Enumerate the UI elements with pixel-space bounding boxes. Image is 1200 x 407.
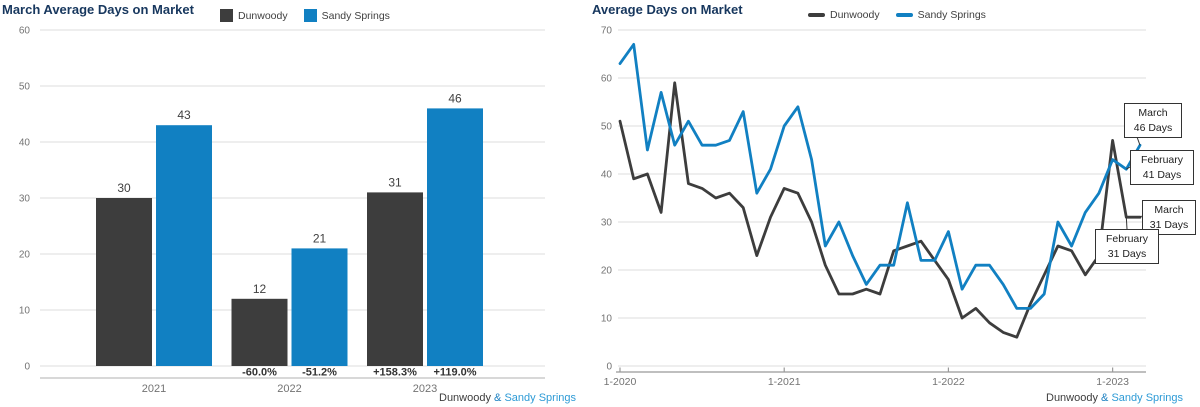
- legend-label-sandy-springs: Sandy Springs: [917, 9, 986, 21]
- svg-text:+119.0%: +119.0%: [433, 367, 476, 379]
- svg-text:30: 30: [117, 181, 131, 195]
- svg-text:-60.0%: -60.0%: [242, 367, 277, 379]
- svg-text:46: 46: [448, 91, 462, 105]
- bar-chart-title: March Average Days on Market: [2, 2, 194, 17]
- svg-text:60: 60: [601, 74, 613, 85]
- svg-text:2023: 2023: [413, 383, 437, 395]
- svg-text:70: 70: [601, 26, 613, 37]
- svg-text:-51.2%: -51.2%: [302, 367, 337, 379]
- svg-text:60: 60: [19, 26, 31, 37]
- legend-label-dunwoody: Dunwoody: [238, 9, 288, 22]
- svg-text:0: 0: [24, 362, 30, 373]
- chart-annotation: March 46 Days: [1124, 103, 1182, 139]
- sandy-springs-swatch-icon: [303, 9, 317, 22]
- svg-text:10: 10: [19, 306, 31, 317]
- svg-text:2022: 2022: [277, 383, 301, 395]
- footer-ampersand: &: [1101, 392, 1109, 404]
- svg-text:12: 12: [253, 282, 267, 296]
- footer-dunwoody: Dunwoody: [1046, 392, 1098, 404]
- svg-text:50: 50: [19, 82, 31, 93]
- footer-sandy-springs: Sandy Springs: [1111, 392, 1183, 404]
- dunwoody-line-swatch-icon: [808, 13, 825, 17]
- line-chart-footer: Dunwoody & Sandy Springs: [1046, 392, 1183, 404]
- bar-chart-plot: 0 10 20 30 40 50 60 2021 30 43 2022 12 -60.0% 21 -51.2…: [19, 26, 545, 395]
- svg-text:+158.3%: +158.3%: [373, 367, 417, 379]
- legend-label-sandy-springs: Sandy Springs: [321, 9, 390, 22]
- line-chart-plot: 0 10 20 30 40 50 60 70 1-2020 1-2021 1-2022 1-2023: [601, 26, 1146, 388]
- svg-text:0: 0: [606, 362, 612, 373]
- svg-text:20: 20: [19, 250, 31, 261]
- svg-text:1-2023: 1-2023: [1096, 376, 1129, 388]
- svg-text:40: 40: [19, 138, 31, 149]
- line-chart-panel: Average Days on Market Dunwoody Sandy Sp…: [590, 0, 1200, 407]
- svg-text:1-2022: 1-2022: [932, 376, 965, 388]
- svg-text:30: 30: [601, 218, 613, 229]
- line-chart-legend: Dunwoody Sandy Springs: [808, 9, 986, 21]
- legend-item-dunwoody: Dunwoody: [808, 9, 880, 21]
- bar-chart-footer: Dunwoody & Sandy Springs: [439, 392, 576, 404]
- svg-text:40: 40: [601, 170, 613, 181]
- chart-annotation: February 41 Days: [1130, 150, 1194, 186]
- footer-sandy-springs: Sandy Springs: [504, 392, 576, 404]
- line-chart-title: Average Days on Market: [592, 2, 743, 17]
- legend-item-sandy-springs: Sandy Springs: [895, 9, 986, 21]
- legend-item-sandy-springs: Sandy Springs: [303, 9, 390, 22]
- bar-chart-legend: Dunwoody Sandy Springs: [220, 9, 390, 22]
- svg-text:50: 50: [601, 122, 613, 133]
- footer-dunwoody: Dunwoody: [439, 392, 491, 404]
- svg-text:21: 21: [313, 231, 327, 245]
- bar-chart-panel: March Average Days on Market Dunwoody Sa…: [0, 0, 590, 407]
- svg-text:20: 20: [601, 266, 613, 277]
- chart-annotation: February 31 Days: [1095, 229, 1159, 265]
- legend-item-dunwoody: Dunwoody: [220, 9, 288, 22]
- footer-ampersand: &: [494, 392, 502, 404]
- svg-text:1-2020: 1-2020: [604, 376, 637, 388]
- svg-text:1-2021: 1-2021: [768, 376, 801, 388]
- svg-text:30: 30: [19, 194, 31, 205]
- svg-text:31: 31: [388, 175, 402, 189]
- dunwoody-swatch-icon: [220, 9, 233, 22]
- sandy-springs-line-swatch-icon: [895, 13, 913, 17]
- svg-text:10: 10: [601, 314, 613, 325]
- svg-text:43: 43: [177, 108, 191, 122]
- legend-label-dunwoody: Dunwoody: [830, 9, 880, 21]
- svg-text:2021: 2021: [142, 383, 166, 395]
